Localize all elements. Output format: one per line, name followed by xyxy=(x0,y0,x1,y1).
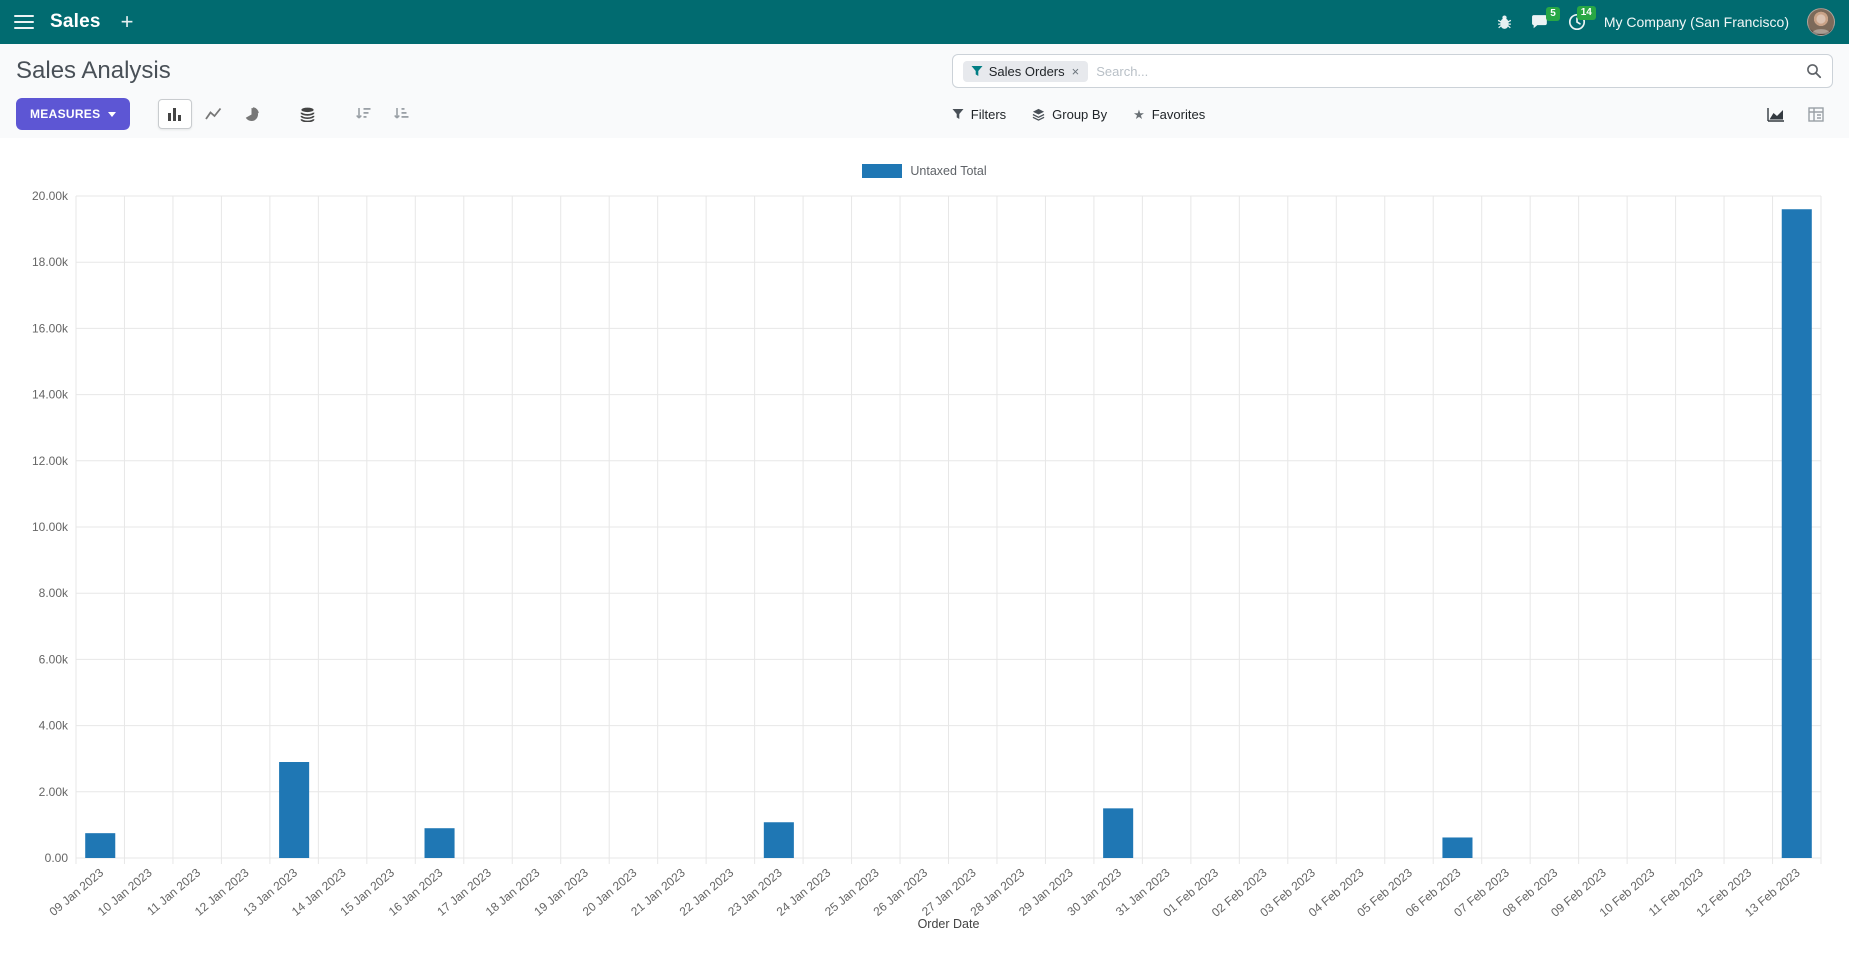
bar-13-Feb-2023[interactable] xyxy=(1781,209,1812,859)
filter-funnel-icon xyxy=(952,109,964,119)
group-by-button[interactable]: Group By xyxy=(1032,107,1107,122)
pie-chart-icon xyxy=(245,106,259,121)
search-facet-sales-orders[interactable]: Sales Orders × xyxy=(962,60,1089,82)
chat-bubble-icon xyxy=(1531,14,1547,28)
pivot-view-button[interactable] xyxy=(1799,99,1833,129)
control-panel: Sales Analysis Sales Orders × xyxy=(0,44,1849,138)
facet-close-icon[interactable]: × xyxy=(1071,63,1080,79)
svg-text:12.00k: 12.00k xyxy=(32,454,69,468)
bug-icon xyxy=(1497,14,1511,29)
plus-icon[interactable]: + xyxy=(120,9,134,34)
svg-text:18.00k: 18.00k xyxy=(32,255,69,269)
filters-button[interactable]: Filters xyxy=(952,107,1006,122)
chart-type-line-button[interactable] xyxy=(196,99,230,129)
svg-text:6.00k: 6.00k xyxy=(39,652,69,666)
graph-view-button[interactable] xyxy=(1759,99,1793,129)
svg-text:20.00k: 20.00k xyxy=(32,189,69,203)
svg-text:0.00: 0.00 xyxy=(45,851,69,865)
bar-chart-icon xyxy=(168,108,182,121)
search-icon[interactable] xyxy=(1806,63,1822,79)
star-icon: ★ xyxy=(1133,106,1145,122)
svg-text:Order Date: Order Date xyxy=(918,917,980,931)
area-chart-icon xyxy=(1767,107,1784,122)
bar-16-Jan-2023[interactable] xyxy=(424,828,455,858)
svg-text:2.00k: 2.00k xyxy=(39,785,69,799)
chevron-down-icon xyxy=(108,111,117,117)
group-by-label: Group By xyxy=(1052,106,1108,122)
favorites-button[interactable]: ★ Favorites xyxy=(1133,107,1205,122)
svg-text:10.00k: 10.00k xyxy=(32,520,69,534)
bar-23-Jan-2023[interactable] xyxy=(763,822,794,858)
activities-badge: 14 xyxy=(1576,6,1596,20)
sort-desc-icon xyxy=(356,108,371,119)
svg-text:14.00k: 14.00k xyxy=(32,388,69,402)
svg-text:4.00k: 4.00k xyxy=(39,719,69,733)
measures-button[interactable]: MEASURES xyxy=(16,98,131,130)
funnel-icon xyxy=(971,66,983,76)
pivot-table-icon xyxy=(1808,106,1824,122)
graph-view: Untaxed Total 0.00 2.00k 4.00k 6.00k 8.00k 10… xyxy=(0,138,1849,934)
stacked-toggle-button[interactable] xyxy=(290,99,324,129)
chart-legend[interactable]: Untaxed Total xyxy=(16,142,1833,186)
filters-label: Filters xyxy=(970,106,1007,122)
apps-menu-icon[interactable] xyxy=(14,15,34,29)
messages-systray-button[interactable]: 5 xyxy=(1531,6,1560,31)
view-switcher xyxy=(1759,99,1833,129)
legend-swatch xyxy=(862,164,903,178)
line-chart-icon xyxy=(205,107,222,120)
page-title: Sales Analysis xyxy=(16,57,171,84)
layers-icon xyxy=(1032,108,1045,121)
user-avatar[interactable] xyxy=(1807,8,1835,36)
svg-text:8.00k: 8.00k xyxy=(39,586,69,600)
search-facet-label: Sales Orders xyxy=(988,63,1065,79)
sort-asc-icon xyxy=(394,108,409,119)
svg-text:16.00k: 16.00k xyxy=(32,321,69,335)
top-navbar: Sales + 5 14 My Company (San Francisco) xyxy=(0,0,1849,44)
activities-systray-button[interactable]: 14 xyxy=(1568,6,1596,31)
favorites-label: Favorites xyxy=(1151,106,1206,122)
chart-type-pie-button[interactable] xyxy=(234,99,268,129)
bar-13-Jan-2023[interactable] xyxy=(279,762,310,858)
legend-label: Untaxed Total xyxy=(910,164,987,178)
app-name[interactable]: Sales xyxy=(50,11,101,32)
bar-chart[interactable]: 0.00 2.00k 4.00k 6.00k 8.00k 10.00k 12.00k 14.0… xyxy=(16,186,1833,934)
bar-30-Jan-2023[interactable] xyxy=(1103,808,1134,858)
debug-bug-icon[interactable] xyxy=(1496,14,1513,31)
bar-09-Jan-2023[interactable] xyxy=(85,833,116,858)
sort-ascending-button[interactable] xyxy=(384,99,418,129)
measures-label: MEASURES xyxy=(30,107,101,121)
search-input[interactable] xyxy=(1096,63,1798,79)
company-switcher[interactable]: My Company (San Francisco) xyxy=(1603,14,1789,30)
stacked-database-icon xyxy=(300,107,315,122)
search-bar[interactable]: Sales Orders × xyxy=(951,54,1833,88)
chart-type-bar-button[interactable] xyxy=(158,99,193,129)
sort-descending-button[interactable] xyxy=(346,99,380,129)
person-silhouette-icon xyxy=(1812,14,1830,34)
messages-badge: 5 xyxy=(1546,6,1560,21)
bar-06-Feb-2023[interactable] xyxy=(1442,837,1473,858)
